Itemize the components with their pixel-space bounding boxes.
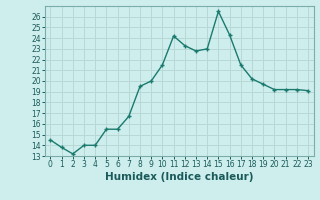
X-axis label: Humidex (Indice chaleur): Humidex (Indice chaleur) — [105, 172, 253, 182]
